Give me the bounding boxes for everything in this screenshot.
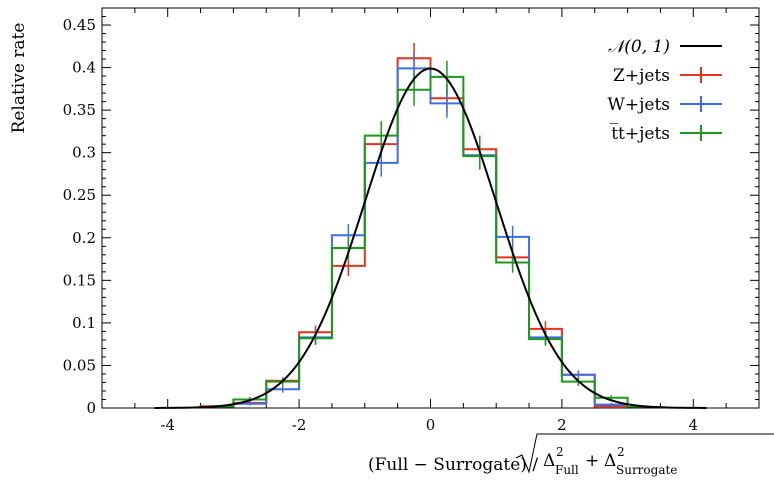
normal-curve-layer	[154, 67, 707, 409]
delta-surrogate: Δ	[604, 451, 616, 471]
legend-entry-zjets: Z+jets	[613, 66, 722, 86]
legend-entry-wjets: W+jets	[607, 95, 722, 115]
y-tick-label-8: 0.4	[72, 59, 96, 77]
legend-entry-ttjets: t̅t+jets	[609, 122, 722, 144]
sqrt-sign	[515, 433, 774, 474]
x-tick-label-2: 0	[426, 416, 436, 434]
tick-marks	[101, 8, 760, 409]
histogram-series-0	[199, 57, 662, 409]
histogram-series-2	[199, 75, 662, 409]
x-axis-label-main: (Full − Surrogate) /	[368, 455, 538, 475]
y-tick-label-0: 0	[86, 399, 96, 417]
normal-curve	[154, 67, 707, 409]
y-tick-label-4: 0.2	[72, 229, 96, 247]
legend-label-normal: 𝒩(0, 1)	[608, 37, 670, 57]
delta-surrogate-subscript: Surrogate	[616, 463, 677, 477]
plus-sign: +	[585, 451, 599, 471]
y-tick-label-2: 0.1	[72, 314, 96, 332]
delta-surrogate-exponent: 2	[617, 445, 625, 459]
delta-full-subscript: Full	[555, 463, 579, 477]
x-tick-label-0: -4	[160, 416, 175, 434]
y-tick-label-7: 0.35	[63, 101, 96, 119]
x-tick-label-3: 2	[557, 416, 567, 434]
y-axis-label: Relative rate	[9, 23, 29, 134]
y-tick-label-3: 0.15	[63, 271, 96, 289]
legend-label-zjets: Z+jets	[613, 66, 670, 86]
x-axis-label: (Full − Surrogate) / Δ 2 Full + Δ 2 Surr…	[368, 433, 774, 477]
tick-labels: -4 -2 0 2 4 0 0.05 0.1 0.15 0.2 0.25 0.3 0.35 0.4 0.45	[63, 16, 698, 434]
delta-full-exponent: 2	[556, 445, 564, 459]
legend-entry-normal: 𝒩(0, 1)	[608, 37, 722, 57]
histogram-series	[199, 42, 662, 409]
x-tick-label-1: -2	[292, 416, 307, 434]
y-tick-label-6: 0.3	[72, 144, 96, 162]
x-tick-label-4: 4	[689, 416, 699, 434]
legend-label-ttjets: t̅t+jets	[609, 122, 670, 144]
legend: 𝒩(0, 1) Z+jets W+jets t̅t+jets	[607, 37, 722, 144]
histogram-series-1	[199, 67, 662, 409]
delta-full: Δ	[543, 451, 555, 471]
y-tick-label-5: 0.25	[63, 186, 96, 204]
legend-label-wjets: W+jets	[607, 95, 670, 115]
plot-frame	[101, 7, 760, 409]
y-tick-label-9: 0.45	[63, 16, 96, 34]
y-tick-label-1: 0.05	[63, 356, 96, 374]
